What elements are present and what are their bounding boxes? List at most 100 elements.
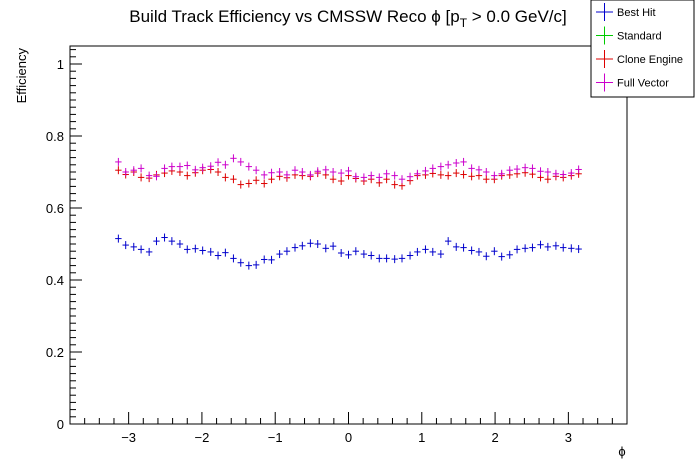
data-point [237,258,244,267]
axes: −3 −2 −1 0 1 2 3 0 0.2 0.4 0.6 0.8 1 [46,49,628,445]
data-point [513,245,521,254]
data-point [115,157,122,166]
data-point [268,168,275,177]
x-tick-label: 2 [491,430,498,445]
data-point [153,172,160,181]
data-point [192,244,199,253]
data-point [222,173,229,182]
data-point [552,169,560,178]
data-point [360,250,368,259]
data-point [329,242,337,251]
data-point [291,243,299,252]
data-point [460,243,467,252]
data-point [322,165,329,174]
y-axis-title: Efficiency [14,48,29,104]
legend-box [590,0,695,98]
data-point [383,169,390,178]
data-point [352,247,360,256]
data-point [444,237,452,246]
data-point [422,245,429,254]
data-point [283,247,291,256]
data-point [176,240,184,248]
y-tick-label: 0.4 [46,273,64,288]
data-point [483,252,490,261]
data-point [222,160,229,169]
data-point [552,241,560,250]
data-point [376,173,383,182]
data-point [491,171,498,180]
data-point [130,166,137,175]
data-point [483,168,490,176]
data-point [498,252,505,261]
x-tick-label: 1 [418,430,425,445]
data-point [506,166,513,175]
data-point [529,164,536,173]
data-point [261,170,268,179]
data-point [214,168,222,176]
legend-entry: Best Hit [596,3,656,21]
data-point [283,170,291,179]
data-point [506,250,513,259]
data-point [322,244,329,253]
data-point [544,242,552,251]
data-point [568,169,575,178]
data-point [214,251,222,260]
data-point [360,173,368,182]
legend-entry: Standard [596,26,662,45]
data-point [383,254,390,263]
data-point [491,247,498,256]
data-point [237,157,244,166]
data-point [391,171,398,180]
data-point [544,175,552,184]
legend-label: Clone Engine [617,54,683,66]
data-point [115,234,122,243]
data-point [230,254,237,263]
data-point [176,162,184,171]
chart-title-tail: > 0.0 GeV/c] [467,7,567,26]
data-markers [115,154,582,270]
data-point [560,170,567,179]
data-point [453,242,460,251]
data-point [391,180,398,189]
data-point [437,170,445,179]
x-tick-label: −2 [195,430,210,445]
y-tick-label: 0.2 [46,345,64,360]
x-tick-label: −1 [268,430,283,445]
data-point [137,245,145,254]
data-point [337,177,345,185]
data-point [368,251,375,260]
x-axis-title: ϕ [618,444,625,459]
data-point [184,161,191,170]
data-point [468,246,475,255]
data-point [544,168,552,176]
plot-frame [69,45,628,425]
data-point [422,166,429,175]
legend-label: Best Hit [617,7,656,19]
data-point [299,241,306,250]
data-point [429,247,436,256]
y-tick-label: 0 [57,417,64,432]
data-point [145,171,153,180]
data-point [453,159,460,167]
data-point [161,233,168,242]
data-point [192,165,199,174]
data-point [368,171,375,180]
data-point [391,255,398,264]
data-point [460,157,467,166]
data-point [329,175,337,184]
data-point [252,260,260,269]
data-point [245,162,253,171]
data-point [252,176,260,185]
data-point [161,164,168,173]
data-point [483,175,490,184]
data-point [475,165,483,174]
data-point [199,163,206,172]
data-point [529,243,536,252]
data-point [245,179,253,188]
data-point [222,248,229,257]
data-point [337,249,345,257]
data-point [199,246,206,255]
data-point [261,179,268,188]
data-point [230,154,237,163]
